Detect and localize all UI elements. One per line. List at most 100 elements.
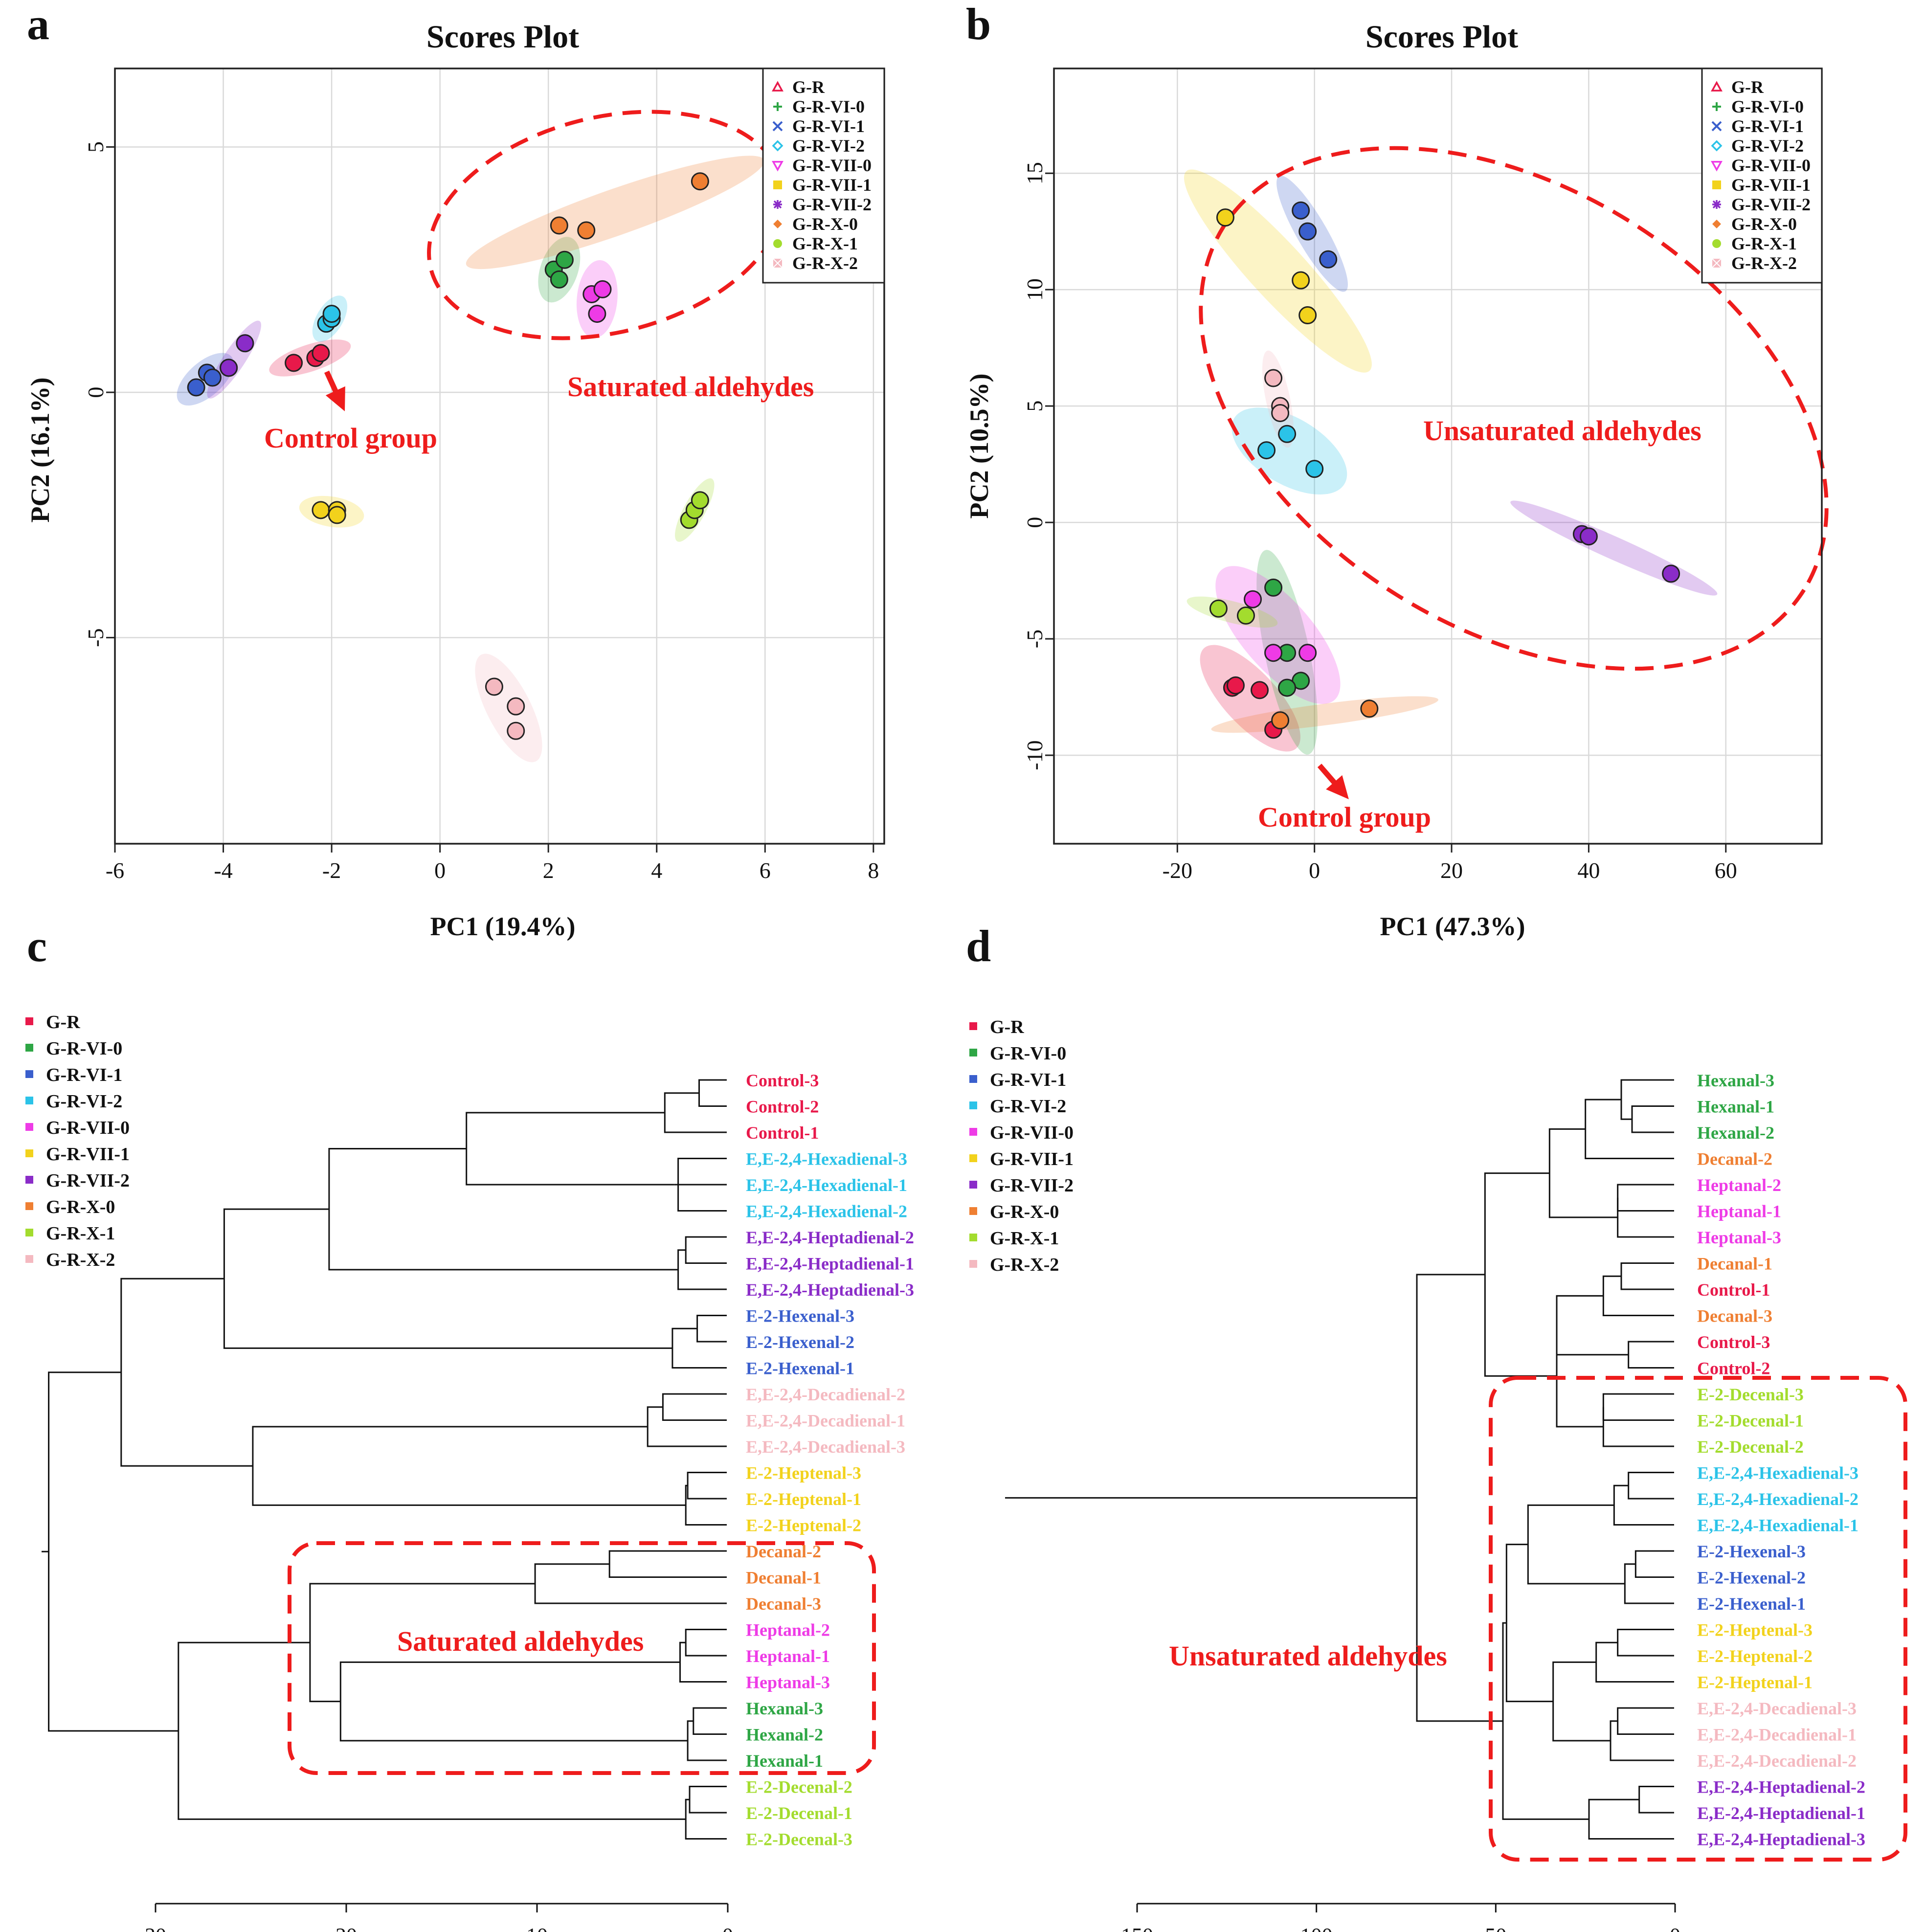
leaf-label: E-2-Heptenal-1 bbox=[746, 1489, 861, 1509]
point-G-R-VII-2 bbox=[220, 359, 238, 377]
leaf-label: E,E-2,4-Heptadienal-3 bbox=[746, 1280, 914, 1300]
leaf-label: E-2-Decenal-1 bbox=[1697, 1411, 1804, 1431]
point-G-R-X-2 bbox=[507, 721, 525, 740]
dendrogram-branch bbox=[466, 1112, 674, 1186]
leaf-label: E,E-2,4-Heptadienal-2 bbox=[1697, 1777, 1865, 1797]
annotation-label: Control group bbox=[1258, 801, 1431, 833]
triangle-outline-icon bbox=[1711, 81, 1723, 91]
legend-label: G-R-X-2 bbox=[792, 253, 858, 273]
dendrogram-branch bbox=[1556, 1295, 1629, 1356]
panel-label-a: a bbox=[27, 0, 49, 49]
legend-label: G-R-X-1 bbox=[1731, 234, 1797, 253]
leaf-label: Heptanal-2 bbox=[1697, 1175, 1781, 1195]
legend-swatch bbox=[969, 1075, 977, 1083]
point-G-R-X-2 bbox=[485, 677, 503, 696]
dendrogram-branch bbox=[1505, 1544, 1553, 1703]
legend-swatch bbox=[25, 1149, 33, 1157]
dendrogram-branch bbox=[534, 1563, 727, 1604]
point-G-R-X-0 bbox=[550, 216, 568, 235]
dendrogram-branch bbox=[48, 1371, 179, 1732]
point-G-R-VII-2 bbox=[1579, 527, 1598, 546]
down-triangle-outline-icon bbox=[772, 161, 783, 172]
legend-swatch bbox=[969, 1181, 977, 1189]
legend-swatch bbox=[25, 1229, 33, 1236]
x-tick-label: 100 bbox=[1300, 1924, 1333, 1932]
dendrogram-branches bbox=[42, 1079, 727, 1840]
leaf-label: E-2-Heptenal-3 bbox=[1697, 1620, 1813, 1640]
legend-label: G-R bbox=[46, 1012, 80, 1033]
legend-swatch bbox=[25, 1176, 33, 1184]
leaf-label: E,E-2,4-Decadienal-3 bbox=[1697, 1699, 1857, 1718]
dendrogram-branch bbox=[1628, 1472, 1674, 1500]
leaf-label: E-2-Decenal-2 bbox=[746, 1777, 852, 1797]
leaf-label: E,E-2,4-Decadienal-1 bbox=[746, 1411, 905, 1431]
dendrogram-branch bbox=[120, 1278, 253, 1467]
point-G-R-VI-1 bbox=[1319, 250, 1338, 269]
dendrogram-branch bbox=[685, 1629, 727, 1657]
leaf-label: Decanal-3 bbox=[1697, 1306, 1772, 1326]
legend: G-RG-R-VI-0G-R-VI-1G-R-VI-2G-R-VII-0G-R-… bbox=[969, 1017, 1074, 1275]
point-G-R-VII-1 bbox=[1292, 271, 1310, 290]
legend-label: G-R-VII-1 bbox=[46, 1144, 130, 1165]
legend-label: G-R-VI-2 bbox=[990, 1096, 1066, 1117]
legend: G-RG-R-VI-0G-R-VI-1G-R-VI-2G-R-VII-0G-R-… bbox=[1701, 67, 1823, 284]
annotation-label: Saturated aldehydes bbox=[567, 371, 814, 403]
legend-label: G-R bbox=[990, 1017, 1024, 1037]
scores-plot-b: Scores Plot PC1 (47.3%) PC2 (10.5%) -20 0… bbox=[964, 19, 1829, 941]
leaf-label: E-2-Hexenal-3 bbox=[1697, 1542, 1806, 1561]
dendrogram-branch bbox=[672, 1327, 727, 1369]
dendrogram-branch bbox=[1610, 1720, 1674, 1761]
x-tick-label: 4 bbox=[651, 858, 662, 883]
plot-frame bbox=[114, 67, 885, 845]
leaf-label: Hexanal-3 bbox=[746, 1699, 823, 1718]
x-tick-label: 30 bbox=[145, 1924, 166, 1932]
legend-label: G-R-VII-0 bbox=[46, 1118, 130, 1138]
legend-swatch bbox=[25, 1070, 33, 1078]
legend-swatch bbox=[25, 1017, 33, 1025]
dendrogram-branch bbox=[1628, 1341, 1674, 1369]
legend-label: G-R-VII-1 bbox=[1731, 175, 1811, 195]
leaf-label: Decanal-1 bbox=[746, 1568, 821, 1588]
diamond-outline-icon bbox=[772, 140, 783, 152]
dendrogram-d: Hexanal-3 Hexanal-1 Hexanal-2 Decanal-2 Hept… bbox=[969, 1017, 1907, 1932]
dendrogram-branch bbox=[1595, 1641, 1674, 1683]
point-G-R-X-1 bbox=[691, 491, 709, 510]
legend-label: G-R bbox=[1731, 77, 1764, 97]
dendrogram-branch bbox=[1624, 1563, 1674, 1604]
dendrogram-branches bbox=[1005, 1079, 1674, 1840]
legend-label: G-R-X-2 bbox=[990, 1255, 1059, 1275]
legend-label: G-R-VI-1 bbox=[46, 1065, 122, 1085]
y-tick-label: 5 bbox=[1022, 401, 1047, 412]
leaf-label: Decanal-1 bbox=[1697, 1254, 1772, 1274]
x-tick-label: -2 bbox=[322, 858, 341, 883]
point-G-R-VII-2 bbox=[236, 334, 254, 353]
leaf-label: E,E-2,4-Heptadienal-1 bbox=[1697, 1803, 1865, 1823]
x-tick-label: 20 bbox=[336, 1924, 357, 1932]
leaf-label: E,E-2,4-Heptadienal-1 bbox=[746, 1254, 914, 1274]
dendrogram-branch bbox=[662, 1393, 727, 1421]
grid bbox=[1054, 68, 1822, 844]
arrow-head bbox=[1326, 775, 1349, 800]
y-tick-label: -5 bbox=[83, 629, 108, 647]
point-G-R-X-0 bbox=[577, 221, 596, 240]
highlight-box bbox=[288, 1541, 876, 1775]
annotation-label: Unsaturated aldehydes bbox=[1169, 1640, 1447, 1672]
dendrogram-branch bbox=[687, 1472, 727, 1500]
confidence-ellipse-G-R-VII-2 bbox=[1510, 500, 1718, 596]
point-G-R-VI-2 bbox=[1305, 460, 1324, 478]
x-tick-label: 40 bbox=[1577, 858, 1600, 883]
y-tick-label: 10 bbox=[1022, 278, 1047, 301]
dendrogram-c: Control-3 Control-2 Control-1 E,E-2,4-Hexad… bbox=[25, 1012, 914, 1932]
highlight-box bbox=[1489, 1376, 1907, 1862]
y-axis-label-b: PC2 (10.5%) bbox=[964, 374, 994, 519]
leaf-label: Decanal-3 bbox=[746, 1594, 821, 1614]
leaf-label: Hexanal-1 bbox=[1697, 1097, 1774, 1117]
leaf-label: E-2-Decenal-2 bbox=[1697, 1437, 1804, 1457]
dendrogram-branch bbox=[223, 1208, 672, 1349]
leaf-label: E-2-Heptenal-3 bbox=[746, 1463, 861, 1483]
point-G-R-VII-1 bbox=[312, 501, 330, 519]
x-tick-label: 0 bbox=[1670, 1924, 1680, 1932]
point-G-R bbox=[285, 354, 303, 372]
y-tick-label: 5 bbox=[83, 141, 108, 153]
leaf-label: E-2-Hexenal-1 bbox=[1697, 1594, 1806, 1614]
